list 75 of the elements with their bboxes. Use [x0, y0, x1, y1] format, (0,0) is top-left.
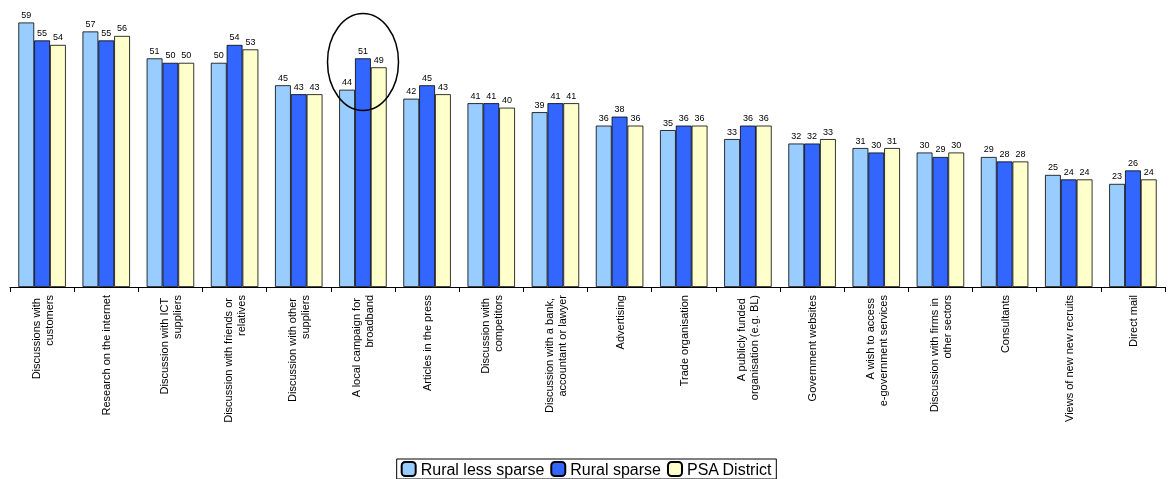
data-label: 40 — [502, 95, 513, 106]
data-label: 43 — [437, 81, 448, 92]
x-tick-label: Articles in the press — [421, 294, 434, 391]
x-tick-label: Advertising — [613, 295, 626, 350]
data-label: 39 — [534, 99, 545, 110]
data-label: 29 — [983, 144, 994, 155]
data-label: 59 — [21, 9, 32, 20]
data-label: 53 — [245, 36, 256, 47]
data-label: 51 — [149, 45, 160, 56]
data-label: 43 — [309, 81, 320, 92]
data-label: 25 — [1047, 162, 1058, 173]
x-tick-label: Government websites — [806, 294, 819, 402]
x-tick-label: A local campaign for broadband — [350, 295, 376, 398]
legend-label: Rural sparse — [570, 460, 662, 478]
data-label: 31 — [855, 135, 866, 146]
data-label: 32 — [791, 131, 802, 142]
data-label: 30 — [951, 140, 962, 150]
data-label: 29 — [935, 144, 946, 155]
data-label: 23 — [1112, 171, 1123, 182]
data-label: 41 — [566, 90, 577, 101]
x-tick-label: A publicly funded organisation (e.g. BL) — [735, 295, 761, 401]
data-label: 30 — [919, 140, 930, 150]
data-label: 41 — [486, 90, 497, 101]
data-label: 24 — [1079, 166, 1090, 177]
x-tick-label: Discussion with friends or relatives — [222, 294, 248, 423]
data-label: 28 — [999, 148, 1010, 159]
data-label: 24 — [1063, 166, 1074, 177]
data-label: 35 — [662, 117, 673, 128]
data-label: 45 — [422, 72, 433, 83]
x-tick-label: Discussion with a bank, accountant or lawyer — [542, 294, 568, 413]
data-label: 55 — [101, 27, 112, 38]
data-label: 36 — [598, 113, 609, 124]
data-label: 36 — [742, 113, 753, 124]
data-label: 36 — [758, 113, 769, 124]
data-label: 50 — [165, 50, 176, 61]
data-label: 43 — [293, 81, 304, 92]
data-label: 31 — [887, 135, 898, 146]
data-label: 42 — [406, 86, 417, 97]
data-label: 50 — [181, 50, 192, 61]
x-tick-label: Consultants — [998, 294, 1011, 354]
x-tick-label: Views of new new recruits — [1062, 294, 1075, 422]
data-label: 28 — [1015, 148, 1026, 159]
legend-label: PSA District — [686, 460, 772, 478]
x-tick-label: Research on the internet — [100, 295, 113, 416]
x-tick-label: Direct mail — [1126, 295, 1139, 347]
data-label: 38 — [614, 104, 625, 115]
x-tick-label: Discussion with firms in other sectors — [927, 294, 953, 413]
data-label: 45 — [277, 72, 288, 83]
data-label: 50 — [213, 50, 224, 61]
x-tick-label: Discussion with other suppliers — [286, 294, 312, 402]
data-label: 33 — [727, 126, 738, 137]
x-tick-label: A wish to access e-government services — [863, 294, 889, 407]
data-label: 49 — [373, 54, 384, 65]
data-label: 51 — [357, 45, 368, 56]
data-label: 55 — [37, 27, 48, 38]
data-label: 36 — [678, 113, 689, 124]
data-label: 54 — [52, 32, 63, 43]
data-label: 32 — [807, 131, 818, 142]
data-label: 33 — [822, 126, 833, 137]
data-label: 26 — [1127, 157, 1138, 168]
data-label: 30 — [871, 140, 882, 150]
data-label: 57 — [85, 18, 96, 29]
x-tick-label: Discussions with customers — [29, 294, 55, 380]
x-tick-label: Trade organisation — [677, 295, 690, 387]
data-label: 24 — [1143, 166, 1154, 177]
x-tick-label: Discussion with ICT suppliers — [157, 294, 183, 395]
data-label: 56 — [117, 23, 128, 34]
x-tick-label: Discussion with competitors — [478, 294, 504, 374]
data-label: 41 — [470, 90, 481, 101]
data-label: 54 — [229, 32, 240, 43]
legend-label: Rural less sparse — [420, 460, 545, 478]
data-label: 36 — [630, 113, 641, 124]
data-label: 36 — [694, 113, 705, 124]
data-label: 41 — [550, 90, 561, 101]
data-label: 44 — [342, 77, 353, 88]
